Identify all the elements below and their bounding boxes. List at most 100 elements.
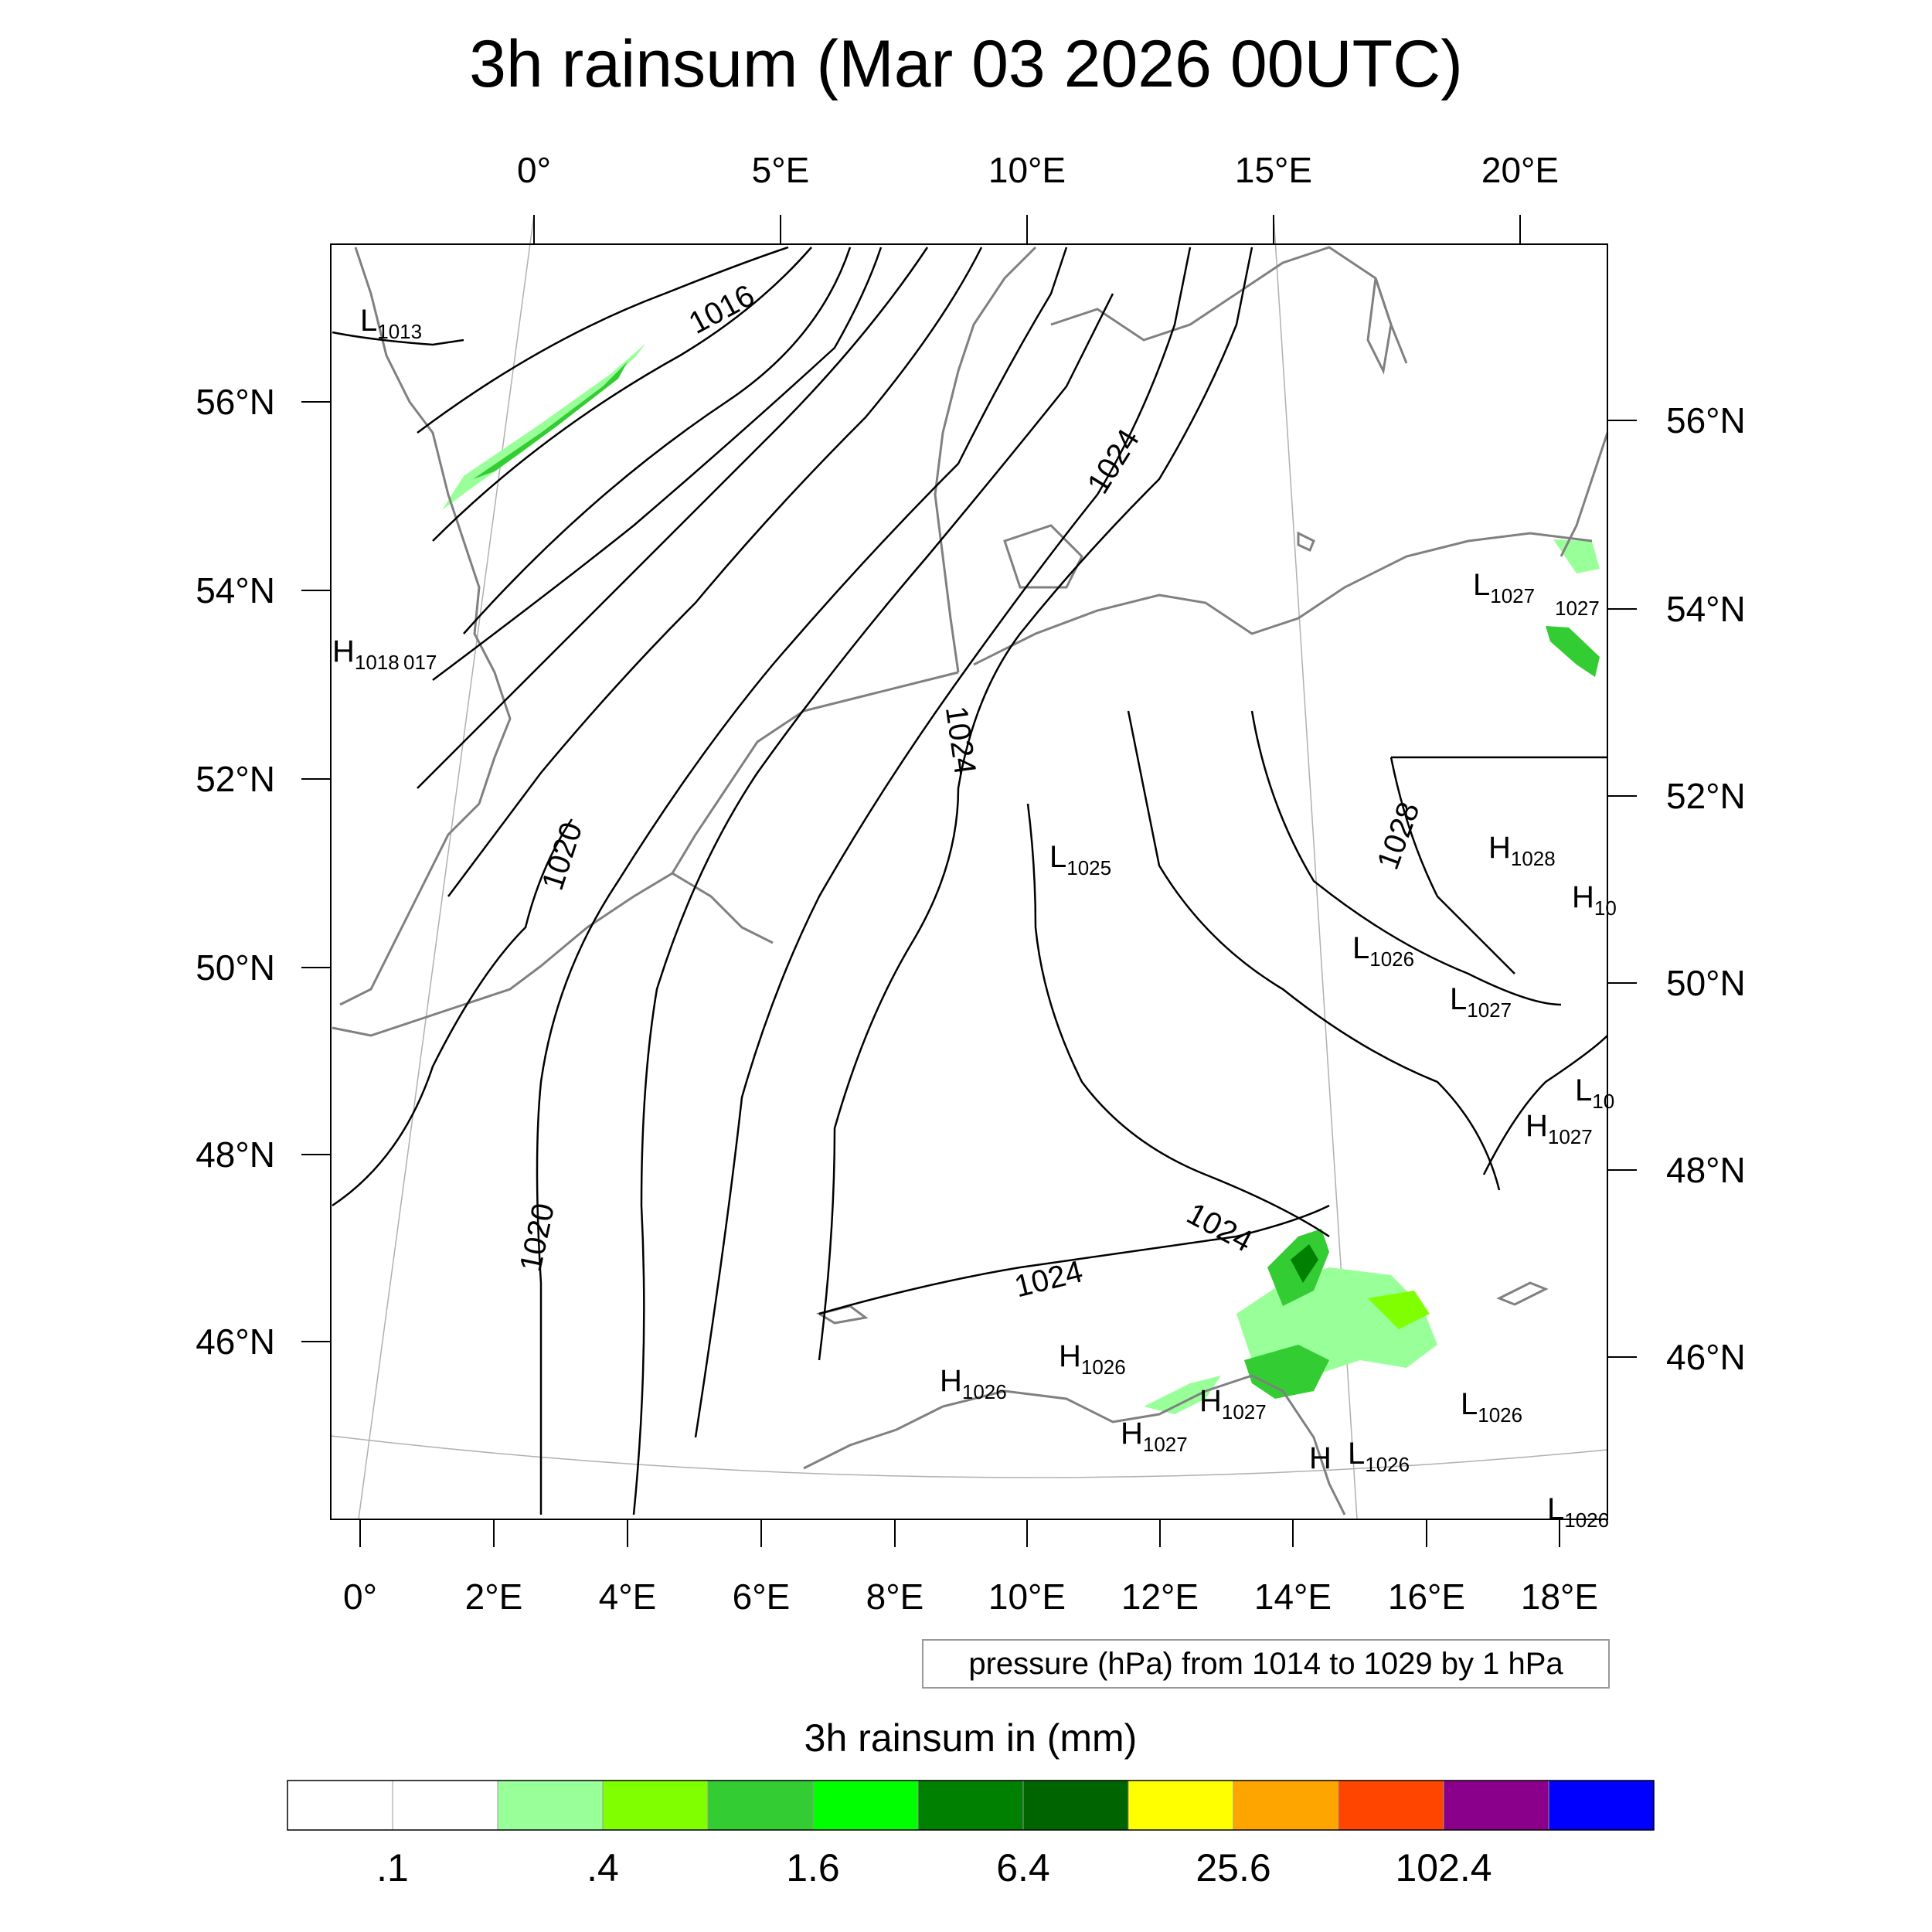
colorbar-box [1128, 1780, 1234, 1831]
lon-label: 0° [517, 150, 551, 190]
lon-label: 0° [343, 1577, 377, 1617]
colorbar-tick-label: .4 [587, 1846, 619, 1889]
coast-low-countries [671, 671, 959, 874]
pressure-center: L1025 [1049, 840, 1111, 879]
right-lat-labels: 56°N 54°N 52°N 50°N 48°N 46°N [1666, 400, 1746, 1377]
coast-britain-south [332, 964, 542, 1037]
lon-label: 10°E [988, 1577, 1066, 1617]
colorbar-box [1338, 1780, 1444, 1831]
lon-label: 8°E [866, 1577, 924, 1617]
colorbar-frame [287, 1780, 1655, 1831]
coast-britain-east [339, 247, 512, 1006]
coast-ligurian [803, 1405, 944, 1470]
lat-label: 46°N [1666, 1337, 1746, 1377]
parallel-45n [330, 1435, 1608, 1478]
lon-label: 20°E [1481, 150, 1559, 190]
coastlines [332, 246, 1609, 1515]
lon-label: 4°E [599, 1577, 657, 1617]
isobar-1026 [1127, 710, 1501, 1191]
colorbar-box [707, 1780, 814, 1831]
coast-baltic-south [973, 532, 1593, 666]
colorbar-box [497, 1780, 604, 1831]
bottom-lon-labels: 0° 2°E 4°E 6°E 8°E 10°E 12°E 14°E 16°E 1… [343, 1577, 1598, 1617]
pressure-center: L1027 [1473, 568, 1535, 607]
isobar-1025 [1026, 803, 1330, 1238]
coast-adriatic-north [942, 1374, 1253, 1423]
rain-alps-east-heavy [1291, 1244, 1318, 1283]
pressure-center: L1013 [360, 304, 422, 343]
lat-label: 54°N [196, 570, 275, 611]
pressure-center: L1026 [1461, 1387, 1522, 1427]
isobar-1017 [463, 247, 852, 634]
left-axis [301, 401, 331, 1342]
pressure-center: L1027 [1450, 982, 1512, 1022]
colorbar-boxes [287, 1780, 1655, 1831]
lon-label: 2°E [465, 1577, 523, 1617]
isobar-1018 [432, 247, 883, 681]
isobar-1024a [818, 247, 1253, 1361]
top-axis [533, 215, 1521, 244]
coast-gotland [1366, 277, 1393, 375]
rain-adriatic-coast [1144, 1376, 1221, 1414]
coast-france-north [540, 872, 673, 968]
map-panel: 1016 1020 1020 1024 1024 1024 1024 1028 … [330, 214, 1617, 1532]
isobar-1020a [447, 247, 983, 897]
colorbar-box [1233, 1780, 1339, 1831]
lat-label: 50°N [1666, 963, 1746, 1003]
colorbar-box [1443, 1780, 1549, 1831]
lon-label: 14°E [1254, 1577, 1332, 1617]
pressure-center: H1027 [1121, 1417, 1188, 1456]
lon-label: 12°E [1121, 1577, 1199, 1617]
bottom-axis [359, 1519, 1560, 1547]
lon-label: 18°E [1521, 1577, 1598, 1617]
colorbar-tick-label: 1.6 [786, 1846, 840, 1889]
colorbar-tick-label: 25.6 [1196, 1846, 1270, 1889]
isobar-1021 [536, 247, 1068, 1515]
pressure-center: H1027 [1526, 1109, 1593, 1148]
lat-label: 54°N [1666, 589, 1746, 629]
contour-info-text: pressure (hPa) from 1014 to 1029 by 1 hP… [968, 1647, 1563, 1681]
pressure-center-group: L1013 H1018 017 L1027 1027 L1025 H1028 H… [332, 304, 1617, 1532]
contour-info-frame [922, 1639, 1610, 1689]
isobar-1023 [694, 247, 1192, 1438]
lon-label: 10°E [988, 150, 1066, 190]
coast-bornholm [1297, 531, 1315, 553]
rain-areas [442, 343, 1600, 1414]
pressure-center: H1018 [332, 634, 400, 674]
lat-label: 48°N [1666, 1150, 1746, 1190]
isobar-1019 [417, 247, 929, 789]
pressure-center: H1026 [940, 1364, 1007, 1403]
colorbar-box [602, 1780, 709, 1831]
pressure-center: 017 [403, 651, 437, 674]
lon-label: 6°E [733, 1577, 791, 1617]
contour-info-box: pressure (hPa) from 1014 to 1029 by 1 hP… [922, 1639, 1610, 1689]
colorbar-box [1022, 1780, 1129, 1831]
isobars [332, 246, 1608, 1515]
lat-label: 46°N [196, 1321, 275, 1362]
colorbar-tick-label: .1 [376, 1846, 409, 1889]
isobar-1013 [332, 331, 464, 346]
lon-label: 15°E [1235, 150, 1312, 190]
lat-label: 52°N [1666, 776, 1746, 816]
colorbar-box [392, 1780, 498, 1831]
coast-baltic-states [1560, 432, 1609, 557]
border-belgium [672, 872, 774, 944]
lat-label: 56°N [196, 382, 275, 422]
lon-label: 16°E [1388, 1577, 1465, 1617]
isobar-1020b [332, 818, 573, 1207]
isobar-1026-east [1482, 1035, 1608, 1175]
pressure-center: H [1309, 1441, 1332, 1475]
isobar-1016 [432, 247, 812, 542]
rain-poland-east [1546, 626, 1600, 677]
pressure-center: L10 [1575, 1073, 1614, 1113]
lon-label: 5°E [752, 150, 810, 190]
lat-label: 56°N [1666, 400, 1746, 440]
rain-slovenia [1244, 1345, 1329, 1399]
pressure-center: H1028 [1488, 831, 1556, 870]
pressure-center: H1027 [1199, 1384, 1267, 1423]
colorbar-box [812, 1780, 919, 1831]
colorbar: 3h rainsum in (mm) .1 .4 1.6 6.4 25.6 10… [287, 1716, 1655, 1889]
map-title: 3h rainsum (Mar 03 2026 00UTC) [469, 27, 1463, 101]
colorbar-box [1548, 1780, 1655, 1831]
